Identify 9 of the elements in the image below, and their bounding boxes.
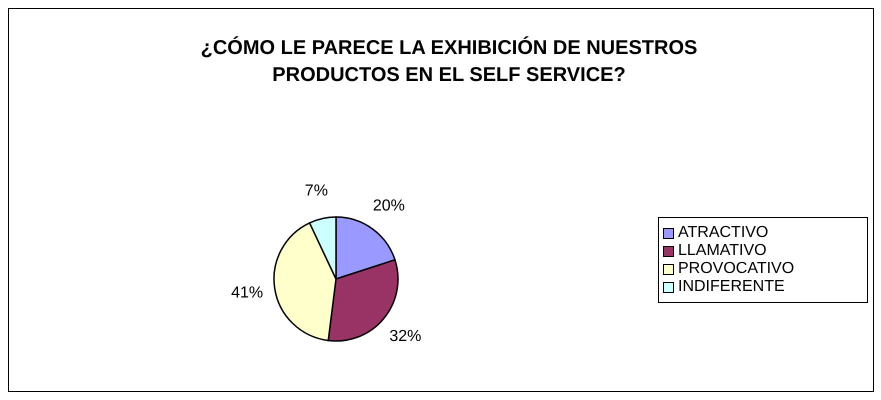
data-label: 20%: [372, 198, 405, 215]
data-label: 41%: [231, 284, 264, 302]
chart-title: ¿CÓMO LE PARECE LA EXHIBICIÓN DE NUESTROS PRODUCTOS EN EL SELF SERVICE?: [200, 35, 698, 88]
legend-label: ATRACTIVO: [678, 224, 768, 242]
data-label: 32%: [389, 328, 422, 345]
legend-label: PROVOCATIVO: [678, 260, 794, 278]
legend-label: LLAMATIVO: [678, 242, 767, 260]
data-label: 7%: [304, 182, 328, 200]
legend-label: INDIFERENTE: [678, 278, 785, 296]
